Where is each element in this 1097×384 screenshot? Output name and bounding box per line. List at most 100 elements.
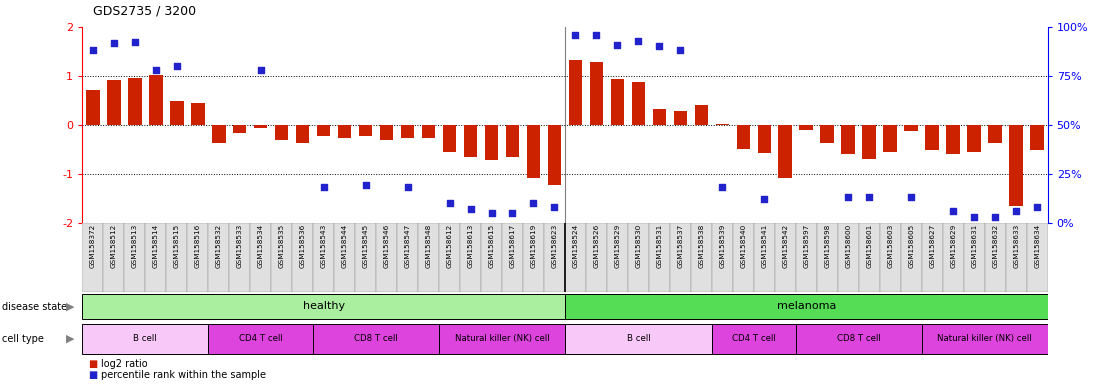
Text: healthy: healthy bbox=[303, 301, 344, 311]
Text: GSM158516: GSM158516 bbox=[194, 224, 201, 268]
Text: GSM158547: GSM158547 bbox=[405, 224, 410, 268]
Point bbox=[903, 194, 920, 200]
Point bbox=[357, 182, 374, 188]
Bar bbox=[335, 223, 355, 292]
Point bbox=[965, 214, 983, 220]
Bar bbox=[82, 295, 565, 319]
Text: ▶: ▶ bbox=[66, 302, 75, 312]
Text: melanoma: melanoma bbox=[777, 301, 836, 311]
Bar bbox=[229, 223, 250, 292]
Bar bbox=[968, 125, 981, 152]
Text: GSM158617: GSM158617 bbox=[509, 224, 516, 268]
Bar bbox=[926, 125, 939, 150]
Bar bbox=[460, 223, 480, 292]
Bar bbox=[292, 223, 313, 292]
Point bbox=[588, 31, 606, 38]
Bar bbox=[527, 125, 541, 178]
Bar bbox=[128, 78, 142, 125]
Bar bbox=[942, 223, 963, 292]
Bar bbox=[627, 223, 649, 292]
Bar bbox=[963, 223, 985, 292]
Bar bbox=[338, 125, 351, 138]
Bar bbox=[400, 125, 415, 138]
Bar bbox=[611, 79, 624, 125]
Bar bbox=[380, 125, 394, 141]
Point bbox=[756, 196, 773, 202]
Bar bbox=[821, 125, 834, 143]
Bar bbox=[712, 223, 733, 292]
Bar bbox=[271, 223, 292, 292]
Point bbox=[315, 184, 332, 190]
Bar bbox=[443, 125, 456, 152]
Bar bbox=[921, 324, 1048, 354]
Bar bbox=[589, 62, 603, 125]
Bar bbox=[862, 125, 877, 159]
Text: GSM158542: GSM158542 bbox=[782, 224, 789, 268]
Text: GSM158548: GSM158548 bbox=[426, 224, 431, 268]
Text: GSM158532: GSM158532 bbox=[216, 224, 222, 268]
Text: GSM158531: GSM158531 bbox=[656, 224, 663, 268]
Bar bbox=[313, 223, 335, 292]
Text: GSM158530: GSM158530 bbox=[635, 224, 642, 268]
Bar bbox=[523, 223, 544, 292]
Bar bbox=[586, 223, 607, 292]
Point bbox=[630, 38, 647, 44]
Text: GSM158537: GSM158537 bbox=[677, 224, 683, 268]
Bar bbox=[233, 125, 247, 133]
Text: GSM158543: GSM158543 bbox=[320, 224, 327, 268]
Text: GSM158627: GSM158627 bbox=[929, 224, 936, 268]
Point bbox=[1028, 204, 1045, 210]
Point bbox=[126, 38, 144, 45]
Text: ■: ■ bbox=[88, 370, 97, 380]
Text: GSM158633: GSM158633 bbox=[1014, 224, 1019, 268]
Bar bbox=[485, 125, 498, 160]
Point bbox=[105, 40, 123, 46]
Text: GSM158603: GSM158603 bbox=[887, 224, 893, 268]
Text: GSM158536: GSM158536 bbox=[299, 224, 306, 268]
Bar bbox=[694, 105, 709, 125]
Text: GSM158533: GSM158533 bbox=[237, 224, 242, 268]
Text: Natural killer (NK) cell: Natural killer (NK) cell bbox=[937, 334, 1032, 343]
Text: GSM158615: GSM158615 bbox=[488, 224, 495, 268]
Bar bbox=[480, 223, 502, 292]
Point bbox=[651, 43, 668, 50]
Text: GSM158598: GSM158598 bbox=[824, 224, 830, 268]
Bar bbox=[208, 324, 313, 354]
Bar bbox=[145, 223, 167, 292]
Text: GSM158512: GSM158512 bbox=[111, 224, 116, 268]
Bar bbox=[715, 124, 730, 125]
Bar bbox=[296, 125, 309, 143]
Text: GSM158538: GSM158538 bbox=[699, 224, 704, 268]
Text: GSM158526: GSM158526 bbox=[593, 224, 599, 268]
Bar bbox=[733, 223, 754, 292]
Bar bbox=[397, 223, 418, 292]
Bar bbox=[880, 223, 901, 292]
Text: GSM158613: GSM158613 bbox=[467, 224, 474, 268]
Bar bbox=[82, 223, 103, 292]
Text: GSM158514: GSM158514 bbox=[152, 224, 159, 268]
Text: ■: ■ bbox=[88, 359, 97, 369]
Bar bbox=[985, 223, 1006, 292]
Point bbox=[986, 214, 1004, 220]
Text: GSM158612: GSM158612 bbox=[446, 224, 453, 268]
Point bbox=[567, 31, 585, 38]
Text: GSM158545: GSM158545 bbox=[363, 224, 369, 268]
Point bbox=[609, 41, 626, 48]
Text: GSM158600: GSM158600 bbox=[846, 224, 851, 268]
Text: GSM158535: GSM158535 bbox=[279, 224, 284, 268]
Point bbox=[84, 47, 102, 53]
Bar bbox=[464, 125, 477, 157]
Bar bbox=[632, 82, 645, 125]
Bar bbox=[779, 125, 792, 178]
Bar bbox=[565, 223, 586, 292]
Bar bbox=[712, 324, 795, 354]
Point bbox=[1007, 208, 1025, 214]
Text: GSM158631: GSM158631 bbox=[971, 224, 977, 268]
Text: disease state: disease state bbox=[2, 302, 67, 312]
Text: ▶: ▶ bbox=[66, 334, 75, 344]
Bar bbox=[208, 223, 229, 292]
Bar bbox=[421, 125, 436, 138]
Bar bbox=[607, 223, 627, 292]
Bar bbox=[774, 223, 795, 292]
Text: cell type: cell type bbox=[2, 334, 44, 344]
